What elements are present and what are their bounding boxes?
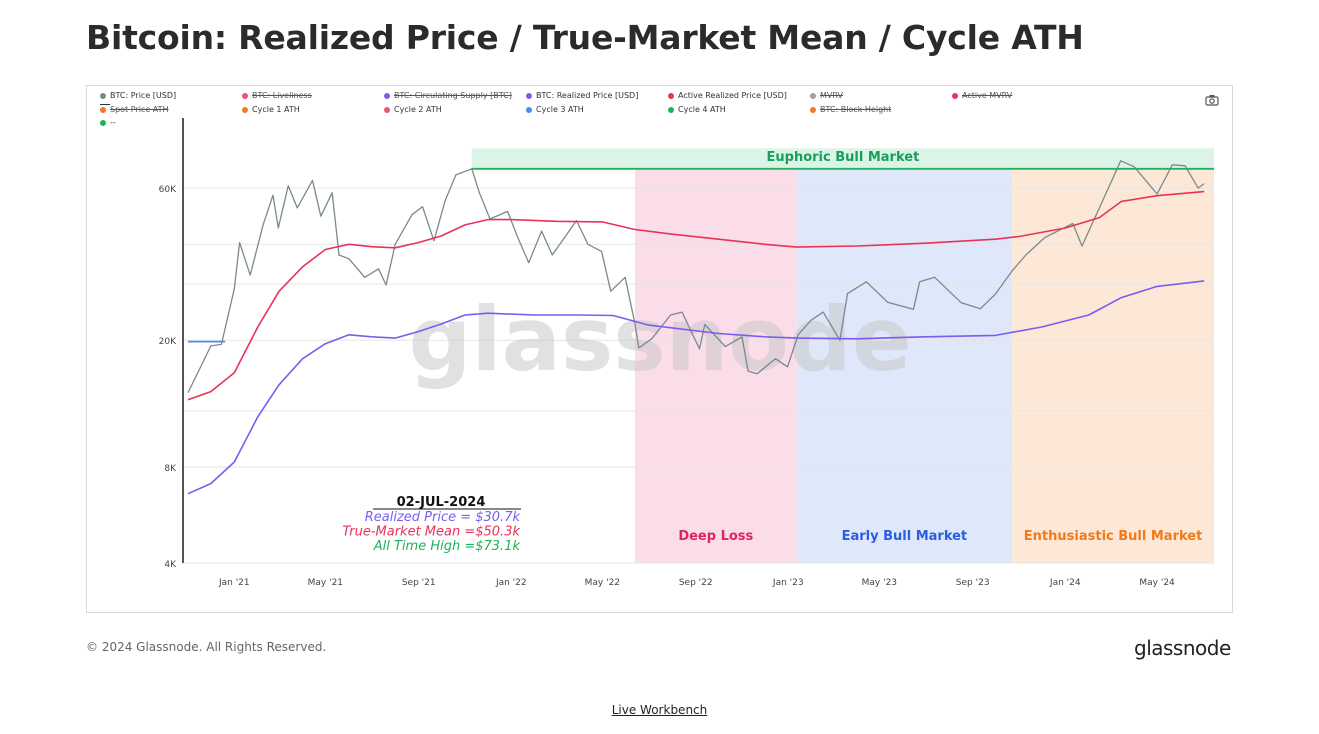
legend-swatch xyxy=(242,92,248,99)
y-tick-label: 4K xyxy=(164,560,177,570)
watermark: glassnode xyxy=(408,288,911,391)
series-layer xyxy=(187,160,1214,495)
series-btc-realized-price-usd- xyxy=(187,280,1205,495)
annotation-date: 02-JUL-2024 xyxy=(397,495,486,510)
live-workbench-link[interactable]: Live Workbench xyxy=(611,703,708,717)
y-tick-label: 20K xyxy=(159,337,177,347)
legend-item[interactable]: BTC: Circulating Supply [BTC] xyxy=(384,91,512,100)
legend-label: Spot Price ATH xyxy=(110,105,169,114)
region-early-bull-market xyxy=(796,168,1013,564)
legend-swatch xyxy=(810,92,816,99)
legend-label: Cycle 1 ATH xyxy=(252,105,300,114)
chart-frame xyxy=(86,85,1233,613)
x-tick-label: May '22 xyxy=(585,578,620,588)
y-tick-label: 8K xyxy=(164,464,177,474)
legend-swatch xyxy=(668,92,674,99)
legend-swatch xyxy=(384,92,390,99)
legend-label: BTC: Price [USD] xyxy=(110,91,177,100)
legend-swatch xyxy=(952,92,958,99)
camera-icon[interactable] xyxy=(1205,94,1219,109)
legend-swatch xyxy=(526,92,532,99)
legend-swatch xyxy=(100,104,110,105)
legend-label: Active MVRV xyxy=(962,91,1013,100)
legend-item[interactable]: BTC: Realized Price [USD] xyxy=(526,91,638,100)
legend-swatch xyxy=(810,106,816,113)
legend-swatch xyxy=(242,106,248,113)
x-tick-label: May '23 xyxy=(862,578,897,588)
legend-label: BTC: Liveliness xyxy=(252,91,312,100)
regions-layer xyxy=(471,148,1214,564)
region-euphoric-bull-market xyxy=(471,148,1214,169)
legend-label: -- xyxy=(110,118,116,127)
legend-label: Cycle 3 ATH xyxy=(536,105,584,114)
legend-label: MVRV xyxy=(820,91,843,100)
legend-label: Cycle 2 ATH xyxy=(394,105,442,114)
x-tick-label: Sep '22 xyxy=(679,578,713,588)
region-enthusiastic-bull-market xyxy=(1012,168,1214,564)
legend-label: BTC: Realized Price [USD] xyxy=(536,91,639,100)
legend-item[interactable]: BTC: Liveliness xyxy=(242,91,312,100)
annotation-line: True-Market Mean =$50.3k xyxy=(342,525,520,540)
legend-item[interactable]: BTC: Block Height xyxy=(810,105,891,114)
x-tick-label: Jan '24 xyxy=(1049,578,1081,588)
region-label: Euphoric Bull Market xyxy=(767,150,920,165)
legend-swatch xyxy=(668,106,674,113)
region-label: Early Bull Market xyxy=(842,529,968,544)
labels-layer: Deep Loss Early Bull Market Enthusiastic B… xyxy=(678,150,1202,544)
x-tick-label: Sep '21 xyxy=(402,578,436,588)
annotation-line: Realized Price = $30.7k xyxy=(365,510,521,525)
x-tick-label: Sep '23 xyxy=(956,578,990,588)
region-label: Deep Loss xyxy=(678,529,753,544)
legend-label: BTC: Circulating Supply [BTC] xyxy=(394,91,512,100)
y-tick-label: 60K xyxy=(159,185,177,195)
legend-item[interactable]: Cycle 3 ATH xyxy=(526,105,584,114)
series-active-realized-price-usd- xyxy=(187,190,1205,401)
legend-item[interactable]: Cycle 2 ATH xyxy=(384,105,442,114)
grid-layer: 4K 8K 20K 60K Jan '21 May '21 Sep '21 Jan '22 Ma… xyxy=(159,185,1214,588)
annotation-line: All Time High =$73.1k xyxy=(373,539,521,554)
legend-swatch xyxy=(100,92,106,99)
legend-item[interactable]: Cycle 4 ATH xyxy=(668,105,726,114)
glassnode-logo[interactable]: glassnode xyxy=(1134,636,1231,660)
x-tick-label: May '24 xyxy=(1139,578,1175,588)
series-btc-price-usd- xyxy=(187,160,1205,393)
x-tick-label: Jan '22 xyxy=(495,578,527,588)
legend-item[interactable] xyxy=(100,104,113,105)
legend-swatch xyxy=(526,106,532,113)
x-tick-label: May '21 xyxy=(308,578,343,588)
legend-item[interactable]: Cycle 1 ATH xyxy=(242,105,300,114)
legend-swatch xyxy=(100,106,106,113)
region-deep-loss xyxy=(634,168,797,564)
region-label: Enthusiastic Bull Market xyxy=(1024,529,1203,544)
copyright-text: © 2024 Glassnode. All Rights Reserved. xyxy=(86,640,327,654)
legend-label: Cycle 4 ATH xyxy=(678,105,726,114)
legend-item[interactable]: BTC: Price [USD] xyxy=(100,91,176,100)
page-title: Bitcoin: Realized Price / True-Market Me… xyxy=(86,18,1084,57)
legend-item[interactable]: Active Realized Price [USD] xyxy=(668,91,787,100)
x-tick-label: Jan '21 xyxy=(218,578,250,588)
legend-swatch xyxy=(100,119,106,126)
legend-swatch xyxy=(384,106,390,113)
legend-item[interactable]: Spot Price ATH xyxy=(100,105,169,114)
legend-item[interactable]: -- xyxy=(100,118,116,127)
legend-label: Active Realized Price [USD] xyxy=(678,91,787,100)
legend-item[interactable]: MVRV xyxy=(810,91,843,100)
legend-label: BTC: Block Height xyxy=(820,105,892,114)
legend-item[interactable]: Active MVRV xyxy=(952,91,1012,100)
x-tick-label: Jan '23 xyxy=(772,578,804,588)
